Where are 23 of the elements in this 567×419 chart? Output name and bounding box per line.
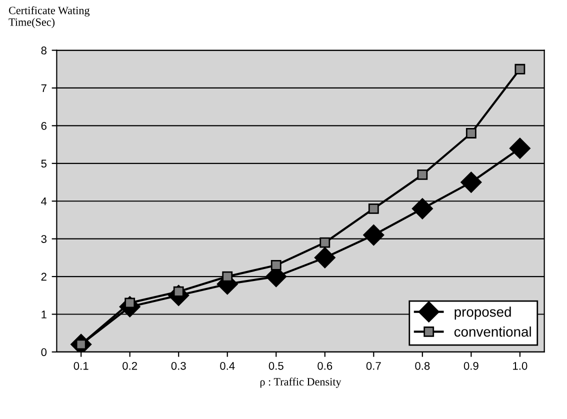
- y-axis-title: Certificate Wating Time(Sec): [8, 6, 90, 28]
- y-tick-label: 8: [41, 46, 46, 54]
- y-tick-label: 1: [42, 310, 46, 318]
- x-tick-label: 0.6: [318, 362, 332, 370]
- legend-label: proposed: [454, 306, 511, 320]
- y-tick-label: 4: [41, 198, 47, 206]
- x-tick-label: 1.0: [513, 362, 528, 370]
- x-tick-label: 0.9: [464, 362, 478, 370]
- y-tick-label: 6: [41, 122, 46, 130]
- x-tick-label: 0.4: [220, 362, 235, 370]
- x-axis-title: ρ : Traffic Density: [260, 378, 342, 388]
- y-tick-label: 7: [41, 84, 46, 92]
- y-tick-label: 3: [41, 235, 46, 243]
- x-tick-label: 0.7: [366, 362, 381, 370]
- y-tick-label: 2: [41, 272, 46, 281]
- x-tick-label: 0.2: [122, 362, 138, 370]
- y-tick-label: 5: [41, 160, 47, 168]
- x-tick-label: 0.3: [171, 362, 186, 370]
- legend-label: conventional: [454, 326, 531, 337]
- x-tick-label: 0.5: [268, 362, 284, 370]
- x-tick-label: 0.1: [74, 362, 88, 370]
- y-tick-label: 0: [41, 348, 47, 356]
- x-tick-label: 0.8: [415, 362, 430, 370]
